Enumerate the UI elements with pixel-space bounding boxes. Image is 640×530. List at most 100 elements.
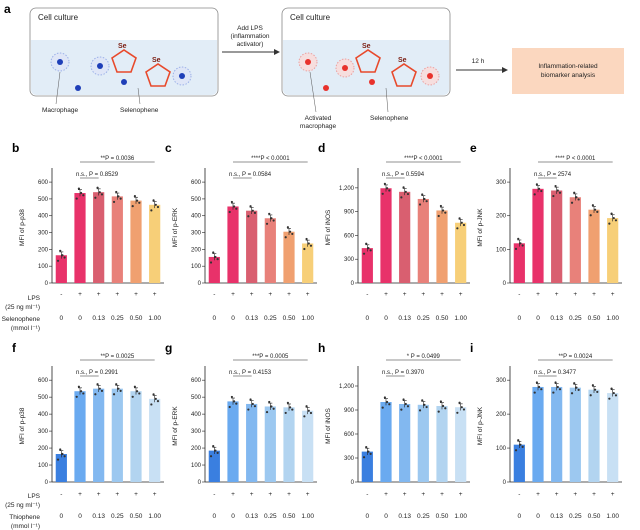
data-point [554,381,557,384]
data-point [458,217,461,220]
y-tick-label: 100 [191,463,202,469]
conc-value: 0.25 [417,315,430,322]
lps-value: + [384,291,388,298]
data-point [421,193,424,196]
data-point [388,189,391,192]
sig-label-ns: n.s., P = 0.3970 [382,370,425,376]
data-point [156,205,160,209]
y-tick-label: 200 [38,446,49,452]
data-point [289,230,292,233]
y-tick-label: 100 [38,264,49,270]
data-point [82,194,85,197]
conc-value: 0 [518,513,522,520]
conc-value: 0.13 [245,315,258,322]
data-point [596,210,599,213]
y-axis-label: MFI of iNOS [325,209,332,245]
data-point [589,394,592,397]
data-point [96,383,99,386]
y-tick-label: 400 [191,412,202,418]
data-point [554,184,557,188]
conc-value: 1.00 [454,513,467,520]
bar [302,410,314,482]
conc-value: 0.50 [283,513,296,520]
sig-label-top: ****P < 0.0001 [404,156,443,162]
bar [532,386,544,482]
y-tick-label: 400 [191,214,202,220]
data-point [369,249,372,252]
data-point [519,443,522,446]
y-tick-label: 900 [344,210,355,216]
y-tick-label: 200 [191,446,202,452]
conc-value: 0.13 [92,315,105,322]
data-point [458,401,461,404]
data-point [77,187,80,190]
lps-value: + [115,291,119,298]
y-tick-label: 400 [38,412,49,418]
data-point [573,191,576,194]
sig-label-top: ****P < 0.0001 [251,156,290,162]
panel-label-e: e [470,141,477,155]
data-point [214,449,217,452]
label-activated-2: macrophage [300,123,337,130]
data-point [400,196,403,199]
data-point [305,405,308,408]
sig-label-ns: n.s., P = 0.5594 [382,172,425,178]
lps-value: + [231,291,235,298]
data-point [575,196,578,199]
row-labels-top: LPS (25 ng ml⁻¹) Selenophene (mmol l⁻¹) [2,295,41,332]
data-point [212,445,215,448]
bar [302,243,314,283]
y-tick-label: 900 [344,408,355,414]
data-point [404,190,407,193]
data-point [517,439,520,442]
sig-label-ns: n.s., P = 0.3477 [534,370,577,376]
bar [149,204,161,283]
data-point [94,196,97,199]
drug-unit-top: (mmol l⁻¹) [11,325,40,332]
conc-value: 0 [384,315,388,322]
data-point [442,209,445,212]
lps-value: + [611,291,615,298]
conc-value: 0 [231,315,235,322]
lps-value: + [115,491,119,498]
data-point [425,405,428,409]
lps-value: + [592,291,596,298]
chart-d: d 0 300 600 900 1,200 MFI of iNOS ****P < 0.000… [318,141,470,322]
conc-value: 1.00 [301,513,314,520]
conc-value: 0.25 [264,315,277,322]
y-tick-label: 600 [344,233,355,239]
lps-value: - [366,491,368,498]
data-point [307,242,310,245]
data-point [556,189,559,192]
bar [111,196,123,283]
data-point [249,398,252,401]
data-point [230,200,233,204]
data-point [291,408,294,411]
y-axis-label: MFI of p-p38 [19,407,26,444]
data-point [594,208,597,211]
y-tick-label: 1,200 [339,186,355,192]
data-point [439,204,442,208]
data-point [608,222,611,225]
data-point [535,381,539,384]
data-point [614,219,618,222]
data-point [577,388,580,391]
data-point [437,214,440,218]
result-line-1: Inflammation-related [538,63,598,70]
bar [436,406,448,482]
data-point [400,408,403,411]
label-macrophage: Macrophage [42,107,79,114]
lps-value: + [306,491,310,498]
data-point [521,445,524,449]
data-point [514,247,518,250]
box2-title: Cell culture [290,13,331,22]
data-point [284,411,287,415]
data-point [570,392,574,395]
data-point [610,387,613,390]
bar [607,218,619,283]
lps-value: - [366,291,368,298]
data-point [253,405,257,408]
data-point [309,244,313,247]
data-point [150,403,153,406]
